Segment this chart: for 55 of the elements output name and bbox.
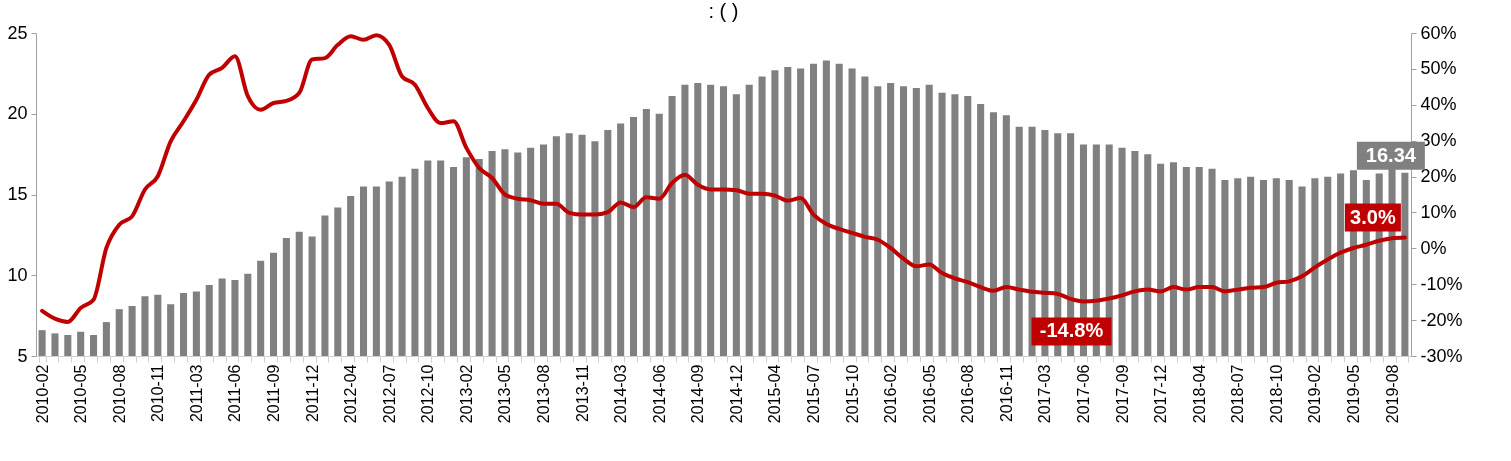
x-tick-label: 2011-06 [226, 364, 244, 423]
data-label: -14.8% [1039, 319, 1104, 342]
x-tick-label: 2014-06 [650, 364, 668, 424]
x-tick-label: 2018-04 [1190, 364, 1208, 424]
x-tick-label: 2019-08 [1383, 364, 1401, 424]
y2-tick-label: -20% [1420, 309, 1463, 330]
x-tick-label: 2016-08 [959, 364, 977, 424]
y-tick-label: 15 [7, 184, 28, 204]
data-label: 16.34 [1365, 143, 1417, 166]
x-tick-label: 2016-11 [997, 364, 1015, 423]
y2-tick-label: -10% [1420, 273, 1463, 294]
x-tick-label: 2010-11 [149, 364, 167, 423]
y-tick-label: 10 [7, 264, 28, 285]
chart-title: : ( ) [708, 0, 739, 22]
x-tick-label: 2010-08 [110, 364, 128, 424]
x-tick-label: 2012-07 [380, 364, 398, 424]
x-tick-label: 2011-12 [303, 364, 321, 423]
x-tick-label: 2017-12 [1152, 364, 1170, 424]
x-tick-label: 2018-10 [1267, 364, 1285, 424]
x-tick-label: 2014-12 [727, 364, 745, 424]
x-tick-label: 2015-07 [805, 364, 822, 424]
y2-tick-label: 40% [1420, 94, 1457, 115]
x-tick-label: 2017-06 [1074, 364, 1092, 424]
x-tick-label: 2011-03 [187, 364, 205, 423]
x-tick-label: 2012-04 [342, 364, 360, 424]
x-tick-label: 2013-02 [457, 364, 475, 424]
x-tick-label: 2010-05 [72, 364, 90, 424]
y2-tick-label: 30% [1420, 130, 1457, 151]
x-tick-label: 2010-02 [33, 364, 51, 424]
x-tick-label: 2014-03 [612, 364, 630, 424]
y2-tick-label: 60% [1420, 22, 1457, 43]
x-tick-label: 2015-10 [843, 364, 861, 424]
x-tick-label: 2013-05 [496, 364, 514, 424]
y2-tick-label: 0% [1420, 237, 1447, 258]
x-tick-label: 2016-02 [882, 364, 900, 424]
y2-tick-label: 10% [1420, 201, 1457, 222]
data-label: 3.0% [1350, 205, 1396, 228]
y-tick-label: 25 [7, 22, 28, 43]
y-tick-label: 20 [7, 103, 28, 124]
y-tick-label: 5 [17, 345, 28, 366]
y2-tick-label: -30% [1420, 345, 1463, 366]
x-tick-label: 2015-04 [766, 364, 784, 424]
x-tick-label: 2012-10 [419, 364, 437, 424]
x-tick-label: 2011-09 [265, 364, 283, 423]
x-tick-label: 2016-05 [920, 364, 938, 424]
x-tick-label: 2017-03 [1036, 364, 1054, 424]
x-tick-label: 2019-02 [1306, 364, 1324, 424]
x-tick-label: 2019-05 [1344, 364, 1362, 424]
y2-tick-label: 20% [1420, 166, 1457, 187]
x-tick-label: 2013-11 [573, 364, 591, 423]
x-tick-label: 2018-07 [1229, 364, 1247, 424]
y2-tick-label: 50% [1420, 58, 1457, 79]
x-tick-label: 2017-09 [1113, 364, 1131, 424]
x-tick-label: 2013-08 [535, 364, 553, 424]
x-tick-label: 2014-09 [689, 364, 707, 424]
